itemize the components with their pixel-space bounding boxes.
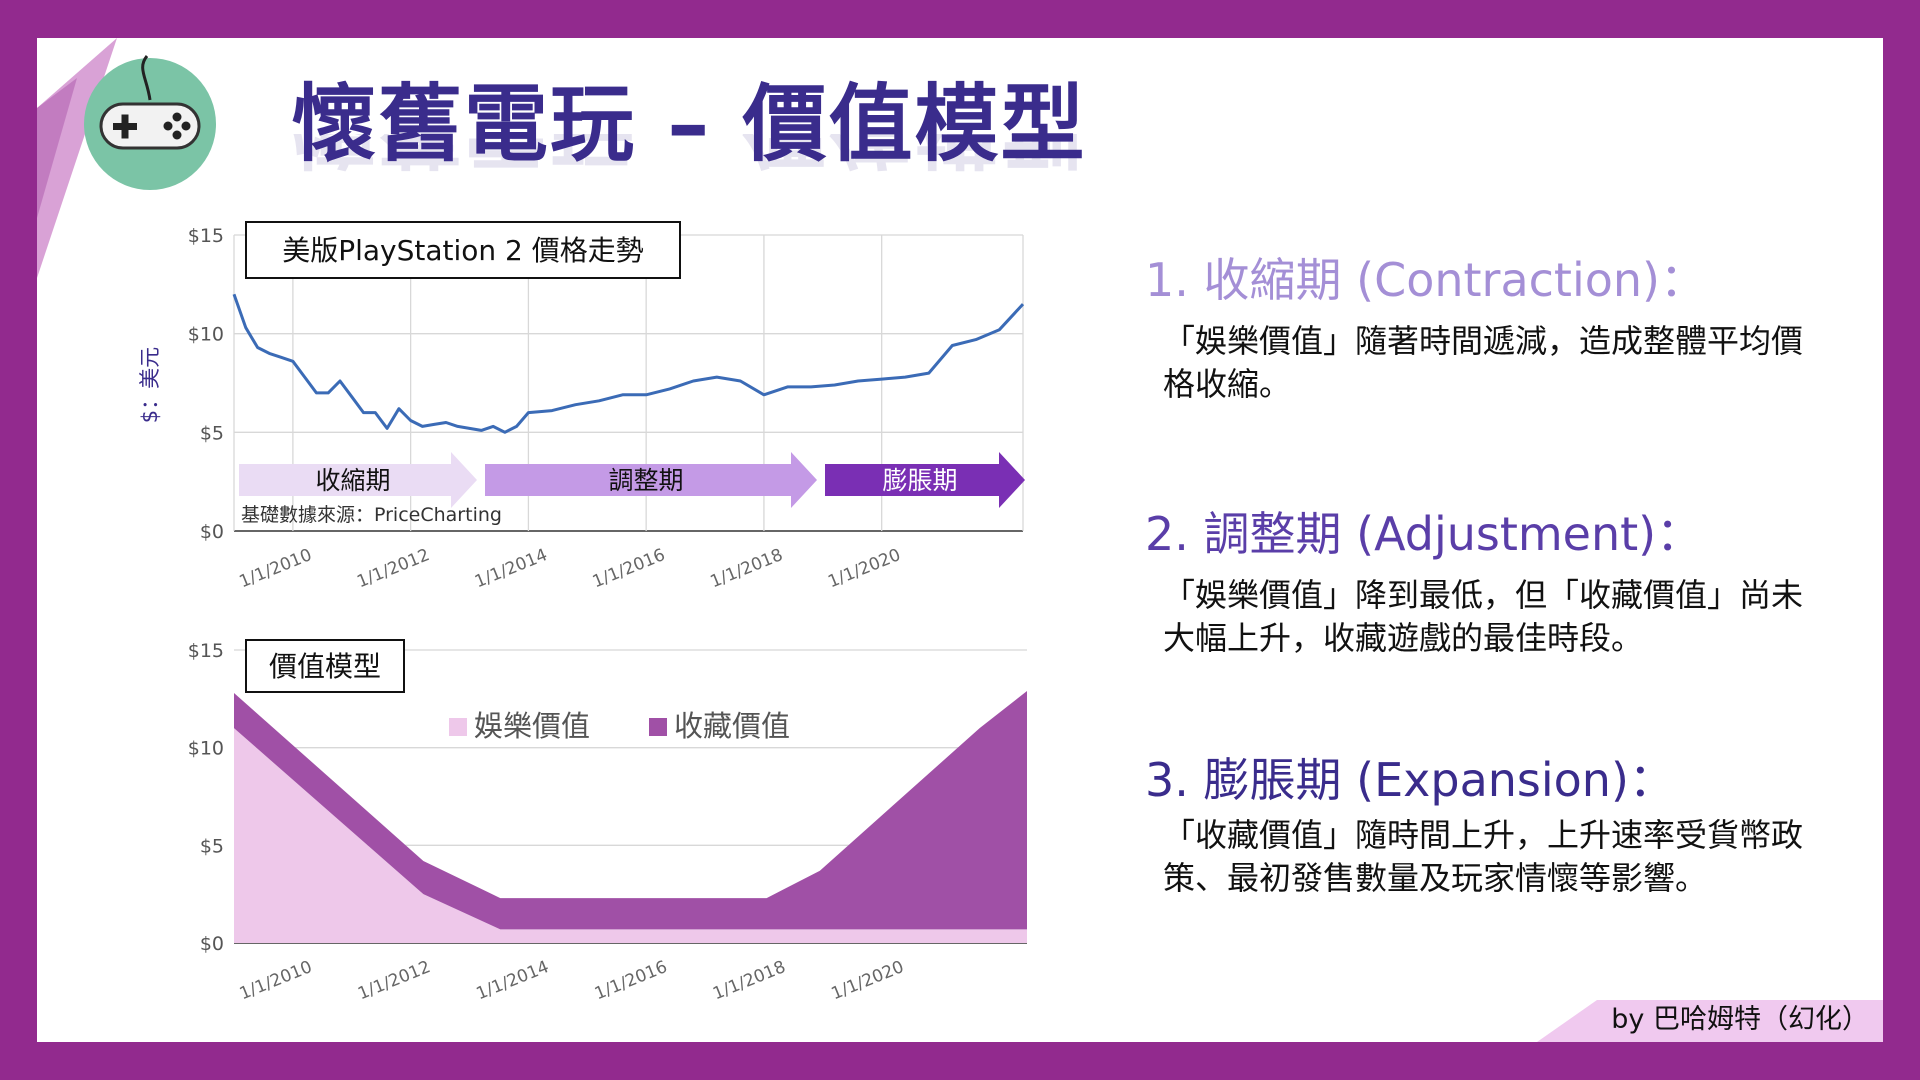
credit-text: by 巴哈姆特（幻化） [1611, 1004, 1869, 1035]
x-tick-label: 1/1/2018 [708, 545, 786, 592]
section-adjustment-text: 「娛樂價值」降到最低，但「收藏價值」尚未大幅上升，收藏遊戲的最佳時段。 [1163, 576, 1804, 657]
y-tick-label: $5 [200, 422, 224, 444]
section-expansion-text: 「收藏價值」隨時間上升，上升速率受貨幣政策、最初發售數量及玩家情懷等影響。 [1163, 816, 1804, 897]
x-tick-label: 1/1/2012 [354, 545, 432, 592]
price-trend-chart: $0 $5 $10 $15 1/1/2010 1/1/2012 1/1/2014 1/1/20… [188, 221, 1025, 592]
x-tick-label: 1/1/2010 [236, 545, 314, 592]
x-tick-label: 1/1/2014 [472, 545, 550, 592]
phase-adjustment-arrow [485, 452, 817, 508]
source-note: 基礎數據來源：PriceCharting [241, 504, 502, 526]
x-tick-label: 1/1/2012 [355, 957, 433, 1004]
section-adjustment-title: 2. 調整期 (Adjustment)： [1145, 507, 1703, 561]
section-contraction-title: 1. 收縮期 (Contraction)： [1145, 253, 1706, 307]
x-tick-label: 1/1/2016 [590, 545, 668, 592]
section-expansion-title: 3. 膨脹期 (Expansion)： [1145, 753, 1675, 807]
charts: $0 $5 $10 $15 1/1/2010 1/1/2012 1/1/2014 1/1/20… [138, 221, 1027, 1004]
collection-area [234, 691, 1027, 930]
legend-swatch-collection [649, 718, 667, 736]
slide: 懷舊電玩 – 價值模型 懷舊電玩 – 價值模型 $0$5$10$151/1/20… [37, 38, 1883, 1042]
phase-label: 調整期 [608, 466, 683, 495]
entertainment-area [234, 728, 1027, 943]
section-contraction-text: 「娛樂價值」隨著時間遞減，造成整體平均價格收縮。 [1163, 322, 1804, 403]
y-tick-label: $15 [188, 225, 224, 247]
chart-title-box [245, 221, 681, 279]
y-tick-label: $0 [200, 933, 224, 955]
y-tick-label: $5 [200, 835, 224, 857]
x-tick-label: 1/1/2020 [825, 545, 903, 592]
page-title: 懷舊電玩 – 價值模型 [292, 75, 1087, 173]
x-tick-label: 1/1/2010 [237, 957, 315, 1004]
legend-swatch-entertainment [449, 718, 467, 736]
chart-title: 價值模型 [269, 650, 381, 683]
price-line [232, 293, 1025, 434]
phase-label: 收縮期 [315, 466, 390, 495]
chart-title-box [245, 639, 405, 693]
x-tick-label: 1/1/2018 [710, 957, 788, 1004]
x-tick-label: 1/1/2016 [592, 957, 670, 1004]
y-tick-label: $10 [188, 738, 224, 760]
y-tick-label: $15 [188, 640, 224, 662]
phase-contraction-arrow [239, 452, 477, 508]
x-tick-label: 1/1/2014 [473, 957, 551, 1004]
phase-expansion-arrow [825, 452, 1025, 508]
x-tick-label: 1/1/2020 [829, 957, 907, 1004]
chart-title: 美版PlayStation 2 價格走勢 [282, 234, 644, 267]
phase-label: 膨脹期 [882, 466, 957, 495]
value-model-chart: $0 $5 $10 $15 1/1/2010 1/1/2012 1/1/2014 1/1/20… [188, 639, 1027, 1004]
y-axis-label: $：美元 [138, 347, 162, 423]
legend-label-collection: 收藏價值 [674, 709, 790, 743]
legend-label-entertainment: 娛樂價值 [474, 709, 590, 743]
y-tick-label: $10 [188, 324, 224, 346]
y-tick-label: $0 [200, 521, 224, 543]
